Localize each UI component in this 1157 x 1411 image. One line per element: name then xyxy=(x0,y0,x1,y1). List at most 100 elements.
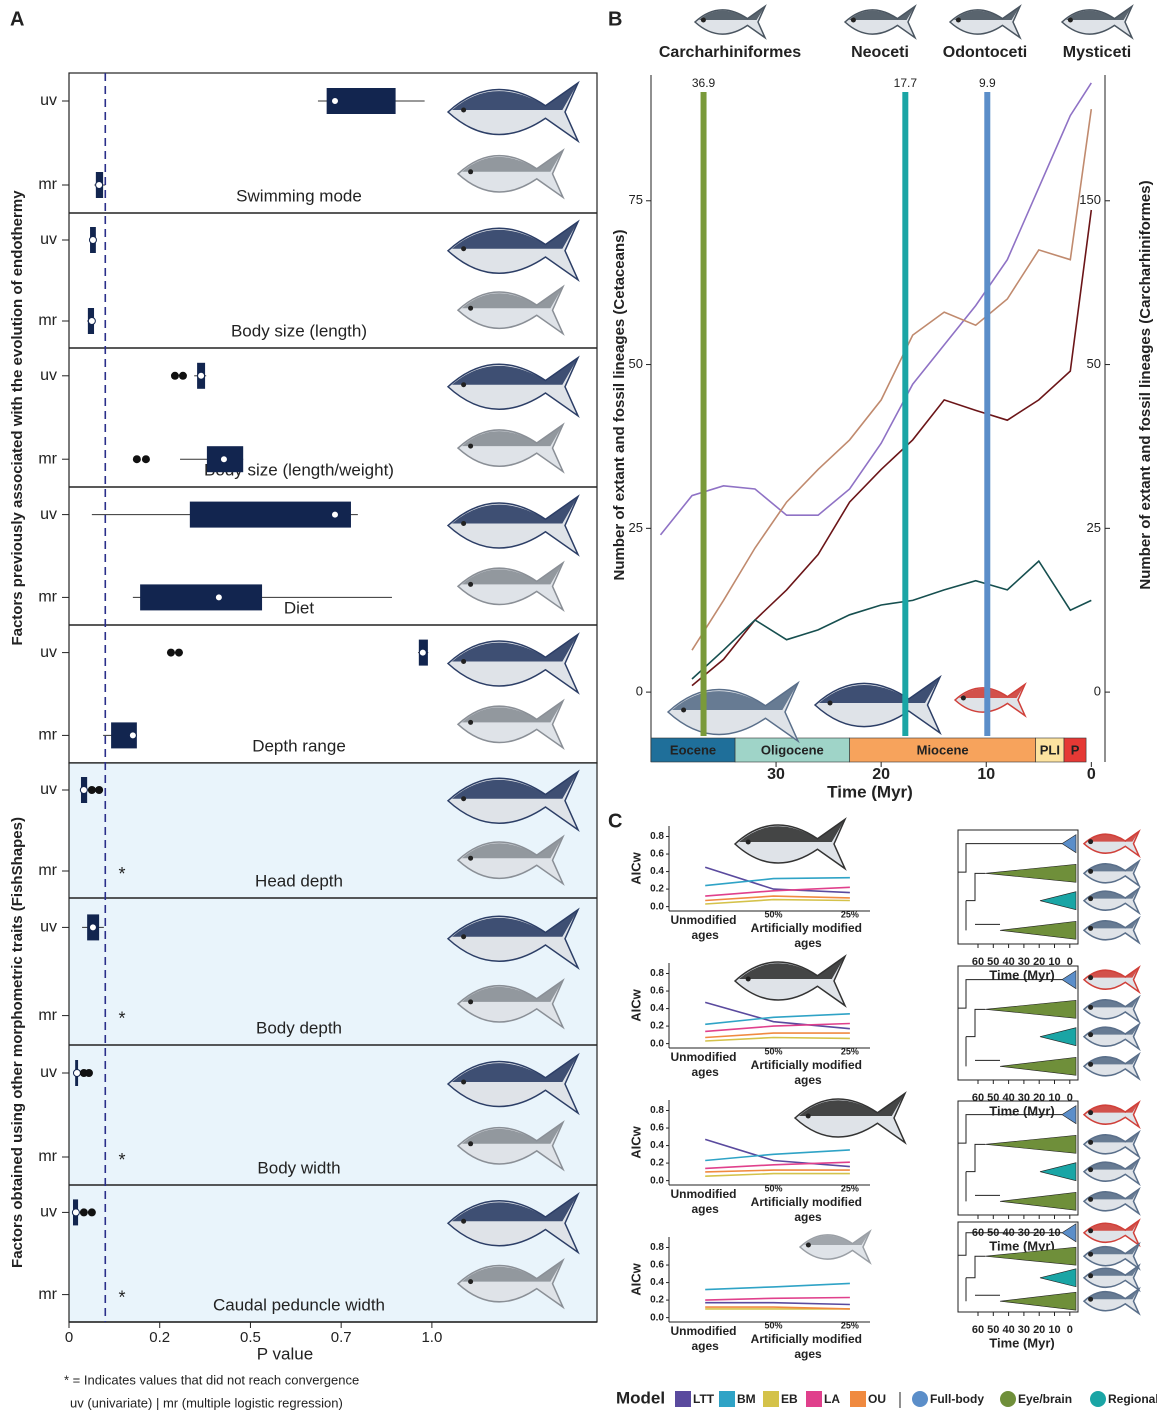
y-tick-label: 0.0 xyxy=(650,901,664,912)
tree-tick-label: 0 xyxy=(1067,1092,1073,1104)
tree-tick-label: 50 xyxy=(987,1092,999,1104)
illustration xyxy=(795,1093,905,1142)
model-line xyxy=(705,1303,850,1305)
illustration xyxy=(1088,869,1093,874)
illustration xyxy=(461,796,466,801)
illustration xyxy=(468,720,473,725)
y-tick-label: 0.6 xyxy=(650,849,664,860)
clade-triangle xyxy=(1000,1057,1076,1075)
model-line xyxy=(705,878,850,886)
median xyxy=(80,787,87,794)
legend-swatch xyxy=(719,1391,735,1407)
x-tick-label: 0.2 xyxy=(149,1329,170,1346)
illustration xyxy=(1088,896,1093,901)
row-label: uv xyxy=(40,231,57,248)
illustration xyxy=(461,382,466,387)
illustration xyxy=(1088,1005,1093,1010)
illustration xyxy=(461,1219,466,1224)
legend-swatch xyxy=(1000,1391,1016,1407)
illustration xyxy=(1088,1032,1093,1037)
illustration xyxy=(1084,1265,1139,1290)
factor-label: Body depth xyxy=(256,1018,342,1037)
series-legend: Neoceti xyxy=(851,44,909,61)
outlier xyxy=(167,649,175,657)
illustration xyxy=(1088,1197,1093,1202)
model-line xyxy=(705,1150,850,1161)
illustration xyxy=(800,1231,870,1262)
model-line xyxy=(705,1174,850,1177)
non-converged-marker: * xyxy=(118,864,125,884)
x-axis-title: P value xyxy=(257,1344,313,1363)
y-tick-label: 0.2 xyxy=(650,1158,664,1169)
category-label: 25% xyxy=(841,1320,859,1330)
illustration xyxy=(950,6,1020,37)
text-line: Unmodified xyxy=(671,1324,740,1338)
tree-branch xyxy=(958,1115,1062,1202)
tree-tick-label: 20 xyxy=(1033,1092,1045,1104)
clade-triangle xyxy=(1040,1028,1076,1046)
median xyxy=(198,372,205,379)
outlier xyxy=(133,455,141,463)
tree-tick-label: 40 xyxy=(1002,1324,1014,1336)
x-tick-label: 0.7 xyxy=(331,1329,352,1346)
y-tick-label: 0.8 xyxy=(650,1242,664,1253)
x-axis-title: Time (Myr) xyxy=(827,782,913,801)
y-tick-label: 0.8 xyxy=(650,831,664,842)
text-line: Artificially modified xyxy=(751,1058,866,1072)
clade-triangle xyxy=(1062,971,1076,989)
y-axis-title: AICw xyxy=(628,851,643,884)
illustration xyxy=(701,18,706,23)
outlier xyxy=(85,1069,93,1077)
illustration xyxy=(1088,1228,1093,1233)
illustration xyxy=(1088,975,1093,980)
text-line: ages xyxy=(794,1210,822,1224)
illustration xyxy=(1088,1167,1093,1172)
illustration xyxy=(1088,1062,1093,1067)
median xyxy=(88,318,95,325)
y-tick-label: 0.0 xyxy=(650,1175,664,1186)
category-label: 50% xyxy=(765,1320,783,1330)
y2-tick-label: 150 xyxy=(1079,192,1101,207)
model-line xyxy=(705,1170,850,1172)
illustration xyxy=(1088,1273,1093,1278)
group-label: Factors previously associated with the e… xyxy=(9,190,26,646)
panel-label: B xyxy=(608,8,622,30)
illustration xyxy=(1088,926,1093,931)
x-tick-label: 20 xyxy=(872,766,890,783)
text-line: ages xyxy=(794,936,822,950)
outlier xyxy=(171,372,179,380)
clade-triangle xyxy=(985,864,1076,882)
illustration xyxy=(746,840,751,845)
y-axis-title: Number of extant and fossil lineages (Ce… xyxy=(611,230,628,581)
y-tick-label: 0.0 xyxy=(650,1038,664,1049)
y-tick-label: 0.6 xyxy=(650,986,664,997)
y2-axis-title: Number of extant and fossil lineages (Ca… xyxy=(1137,180,1154,589)
legend-label: OU xyxy=(868,1392,886,1406)
median xyxy=(89,237,96,244)
row-label: uv xyxy=(40,644,57,661)
illustration xyxy=(735,956,845,1005)
model-line xyxy=(705,1283,850,1289)
illustration xyxy=(468,582,473,587)
tree-tick-label: 30 xyxy=(1018,1324,1030,1336)
divergence-label: 9.9 xyxy=(979,76,996,90)
median xyxy=(96,182,103,189)
row-label: mr xyxy=(38,450,57,467)
illustration xyxy=(1084,1054,1139,1079)
legend-title: Model xyxy=(616,1388,665,1407)
illustration xyxy=(1062,6,1132,37)
row-label: uv xyxy=(40,781,57,798)
row-label: mr xyxy=(38,1007,57,1024)
footnote: uv (univariate) | mr (multiple logistic … xyxy=(70,1395,343,1410)
factor-label: Depth range xyxy=(252,736,346,755)
non-converged-marker: * xyxy=(118,1008,125,1028)
legend-label: EB xyxy=(781,1392,798,1406)
factor-label: Caudal peduncle width xyxy=(213,1295,385,1314)
y-tick-label: 50 xyxy=(629,356,643,371)
text-line: Artificially modified xyxy=(751,921,866,935)
y-tick-label: 0.8 xyxy=(650,968,664,979)
row-label: mr xyxy=(38,1148,57,1165)
y-tick-label: 75 xyxy=(629,192,643,207)
series-line xyxy=(692,109,1091,650)
illustration xyxy=(468,444,473,449)
